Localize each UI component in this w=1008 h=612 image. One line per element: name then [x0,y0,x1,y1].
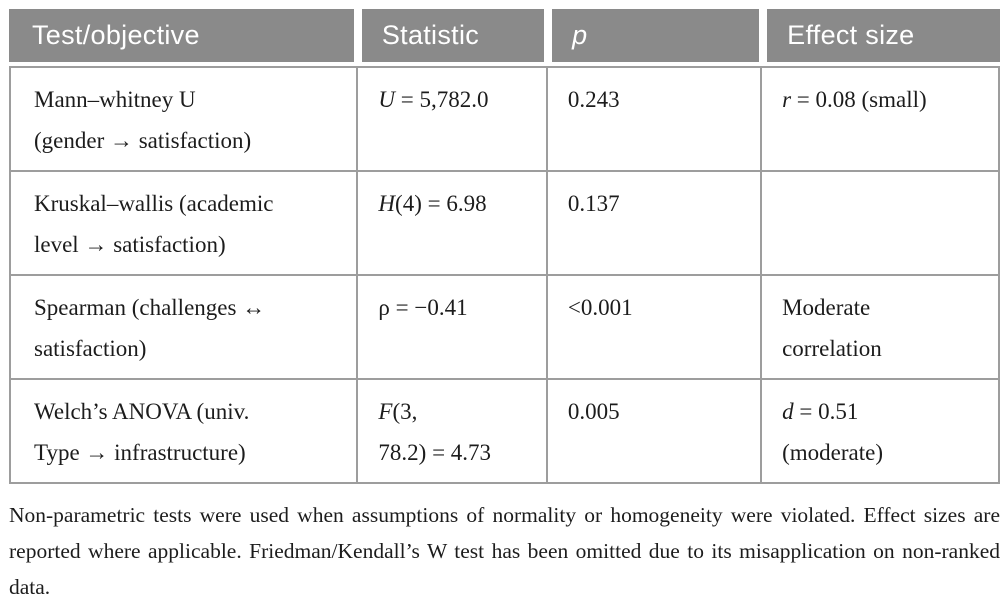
test-name: Welch’s ANOVA (univ. Type → infrastructu… [34,398,250,465]
statistic-symbol: H [378,190,396,216]
statistic-value: ρ = −0.41 [378,294,468,320]
effect-value: = 0.08 (small) [791,87,927,112]
cell-test-objective: Mann–whitney U (gender → satisfaction) [11,68,359,170]
effect-value: Moderate correlation [782,294,882,361]
cell-effect-size: r = 0.08 (small) [762,68,998,170]
table-row-kruskal-wallis: Kruskal–wallis (academic level → satisfa… [11,171,998,276]
statistic-value: (4) = 6.98 [395,190,487,216]
column-header-statistic: Statistic [357,9,549,62]
cell-effect-size [762,172,998,274]
statistic-value: = 5,782.0 [395,87,489,112]
statistic-symbol: U [378,87,396,112]
p-value: 0.137 [567,190,620,216]
cell-effect-size: Moderate correlation [762,276,998,378]
effect-value: = 0.51 (moderate) [782,398,883,465]
table-footnote: Non-parametric tests were used when assu… [9,502,1000,599]
p-value: 0.243 [567,87,620,112]
cell-statistic: ρ = −0.41 [358,275,548,378]
test-name: Spearman (challenges ↔ satisfaction) [34,294,266,361]
cell-statistic: H(4) = 6.98 [358,171,548,274]
statistic-value: (3, 78.2) = 4.73 [378,398,492,465]
test-name: Mann–whitney U (gender → satisfaction) [34,87,252,153]
table-row-mann-whitney: Mann–whitney U (gender → satisfaction) U… [11,68,998,172]
cell-statistic: U = 5,782.0 [358,68,548,170]
test-name: Kruskal–wallis (academic level → satisfa… [34,190,274,257]
cell-p-value: 0.243 [548,68,763,170]
cell-effect-size: d = 0.51 (moderate) [762,380,998,482]
table-row-spearman: Spearman (challenges ↔ satisfaction) ρ =… [11,275,998,380]
p-value: 0.005 [567,398,620,424]
cell-statistic: F(3, 78.2) = 4.73 [358,379,548,482]
statistic-symbol: F [378,398,393,424]
effect-symbol: r [782,87,792,112]
column-header-effect-size: Effect size [763,9,1000,62]
p-value: <0.001 [567,294,633,320]
effect-symbol: d [782,398,794,424]
cell-p-value: 0.137 [548,171,763,274]
table-body: Mann–whitney U (gender → satisfaction) U… [9,66,1000,484]
cell-p-value: 0.005 [548,379,763,482]
cell-test-objective: Welch’s ANOVA (univ. Type → infrastructu… [11,379,359,482]
cell-test-objective: Kruskal–wallis (academic level → satisfa… [11,171,359,274]
cell-p-value: <0.001 [548,275,763,378]
cell-test-objective: Spearman (challenges ↔ satisfaction) [11,275,359,378]
column-header-p: p [548,9,764,62]
column-header-test-objective: Test/objective [9,9,358,62]
table-row-welch-anova: Welch’s ANOVA (univ. Type → infrastructu… [11,379,998,482]
table-header-row: Test/objective Statistic p Effect size [9,9,1000,62]
